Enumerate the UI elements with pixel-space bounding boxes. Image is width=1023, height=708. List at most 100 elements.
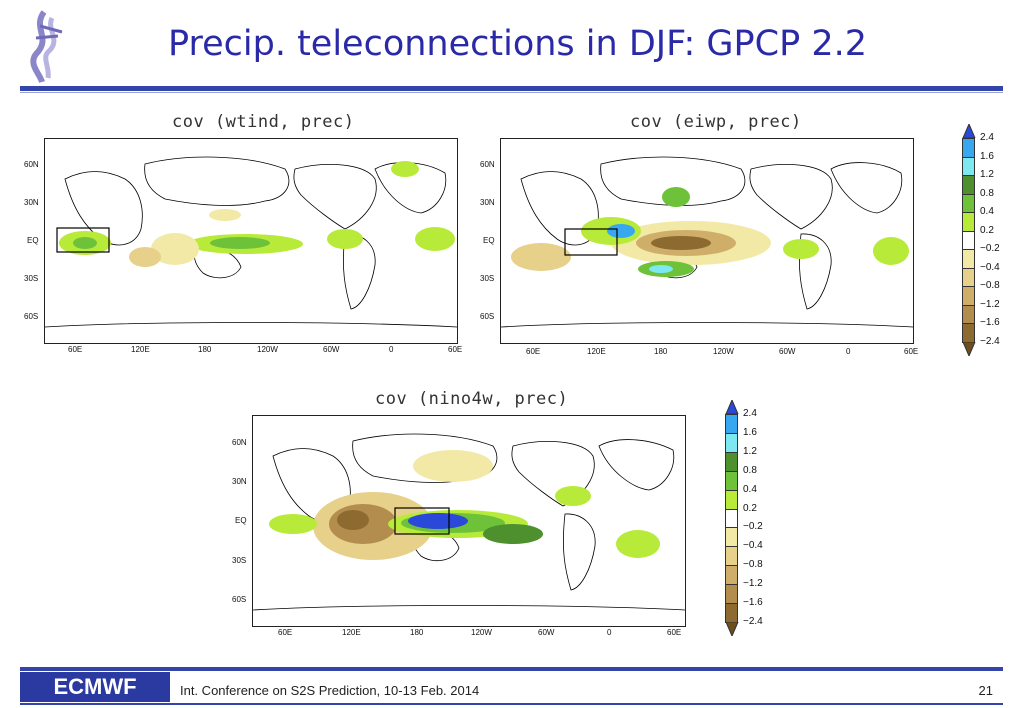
colorbar-swatch [962, 212, 975, 232]
lat-tick: 60S [480, 312, 495, 321]
precip-map [252, 415, 686, 627]
lat-tick: EQ [483, 236, 495, 245]
colorbar-level-label: −0.4 [980, 261, 1000, 273]
lon-tick: 180 [654, 347, 668, 356]
lon-tick: 0 [607, 628, 612, 637]
lon-tick: 120W [471, 628, 492, 637]
lon-tick: 180 [198, 345, 212, 354]
colorbar-level-label: 0.2 [980, 224, 994, 236]
panel-title: cov (eiwp, prec) [630, 112, 802, 132]
lat-tick: 60S [24, 312, 39, 321]
panel-title: cov (nino4w, prec) [375, 389, 569, 409]
colorbar-swatch [725, 584, 738, 605]
colorbar-swatch [725, 470, 738, 491]
lat-tick: 30N [480, 198, 495, 207]
lat-tick: 30N [24, 198, 39, 207]
title-divider-thin [20, 92, 1003, 93]
colorbar-swatch [725, 527, 738, 548]
colorbar-level-label: 1.6 [743, 426, 757, 438]
colorbar-level-label: 1.2 [743, 445, 757, 457]
ecmwf-logo: ECMWF [20, 672, 170, 702]
colorbar-swatch [725, 546, 738, 567]
lon-tick: 60E [448, 345, 463, 354]
colorbar-swatch [962, 230, 975, 251]
lat-tick: 30S [480, 274, 495, 283]
colorbar-swatch [725, 414, 738, 434]
lon-tick: 120E [131, 345, 150, 354]
colorbar-swatch [962, 175, 975, 195]
title-divider [20, 86, 1003, 91]
ecmwf-swirl-logo [30, 10, 63, 84]
colorbar-legend: 2.4 1.6 1.2 0.8 0.4 0.2 −0.2 −0.4 −0.8 −1.2 −1.6 −2… [962, 124, 1023, 356]
footer-conference-text: Int. Conference on S2S Prediction, 10-13… [180, 683, 480, 698]
panel-title: cov (wtind, prec) [172, 112, 355, 132]
colorbar-swatch [725, 432, 738, 453]
lon-tick: 0 [846, 347, 851, 356]
colorbar-top-arrow [962, 124, 976, 138]
page-number: 21 [978, 683, 993, 698]
colorbar-level-label: −2.4 [980, 336, 1000, 347]
lat-tick: 60S [232, 595, 247, 604]
lat-tick: 30N [232, 477, 247, 486]
colorbar-swatch [725, 603, 738, 623]
colorbar-swatch [962, 286, 975, 306]
lat-tick: 60N [480, 160, 495, 169]
lat-tick: 30S [232, 556, 247, 565]
slide-title: Precip. teleconnections in DJF: GPCP 2.2 [168, 24, 867, 64]
lon-tick: 120E [587, 347, 606, 356]
precip-map [500, 138, 914, 344]
colorbar-level-label: 1.2 [980, 169, 994, 181]
colorbar-swatch [725, 489, 738, 510]
lon-tick: 120W [257, 345, 278, 354]
lon-tick: 60E [526, 347, 541, 356]
colorbar-level-label: −1.2 [980, 298, 1000, 310]
colorbar-level-label: −1.6 [980, 317, 1000, 329]
colorbar-level-label: −0.8 [980, 280, 1000, 292]
lat-tick: 60N [24, 160, 39, 169]
colorbar-swatch [725, 508, 738, 529]
colorbar-swatch [962, 304, 975, 325]
colorbar-bottom-arrow [962, 342, 976, 356]
footer-divider [20, 667, 1003, 671]
colorbar-swatch [962, 156, 975, 177]
colorbar-level-label: 1.6 [980, 150, 994, 162]
colorbar-level-label: −2.4 [743, 616, 763, 627]
colorbar-swatch [962, 267, 975, 288]
lon-tick: 60W [323, 345, 340, 354]
colorbar-level-label: 0.4 [980, 206, 994, 218]
lon-tick: 60W [779, 347, 796, 356]
colorbar-swatch [962, 323, 975, 343]
lat-tick: 30S [24, 274, 39, 283]
colorbar-swatch [962, 138, 975, 158]
lon-tick: 60E [667, 628, 682, 637]
colorbar-swatch [725, 565, 738, 586]
map-graphic [45, 156, 457, 328]
colorbar-level-label: 2.4 [743, 408, 757, 419]
lon-tick: 60E [68, 345, 83, 354]
colorbar-level-label: −1.6 [743, 597, 763, 609]
lon-tick: 120E [342, 628, 361, 637]
lat-tick: EQ [235, 516, 247, 525]
colorbar-level-label: −0.4 [743, 540, 763, 552]
colorbar-level-label: 0.4 [743, 483, 757, 495]
lon-tick: 60W [538, 628, 555, 637]
lon-tick: 0 [389, 345, 394, 354]
colorbar-swatch [725, 451, 738, 472]
precip-map [44, 138, 458, 344]
lat-tick: 60N [232, 438, 247, 447]
colorbar-level-label: 0.8 [743, 464, 757, 476]
colorbar-swatch [962, 193, 975, 214]
lon-tick: 120W [713, 347, 734, 356]
map-graphic [253, 433, 685, 611]
colorbar-level-label: 2.4 [980, 132, 994, 143]
map-graphic [501, 156, 913, 328]
footer-bottom-rule [20, 703, 1003, 705]
lon-tick: 60E [278, 628, 293, 637]
colorbar-level-label: −0.2 [743, 521, 763, 533]
colorbar-bottom-arrow [725, 622, 739, 636]
colorbar-legend: 2.4 1.6 1.2 0.8 0.4 0.2 −0.2 −0.4 −0.8 −1.2 −1.6 −2… [725, 400, 805, 636]
colorbar-level-label: −1.2 [743, 578, 763, 590]
colorbar-level-label: −0.2 [980, 243, 1000, 255]
lon-tick: 180 [410, 628, 424, 637]
lon-tick: 60E [904, 347, 919, 356]
